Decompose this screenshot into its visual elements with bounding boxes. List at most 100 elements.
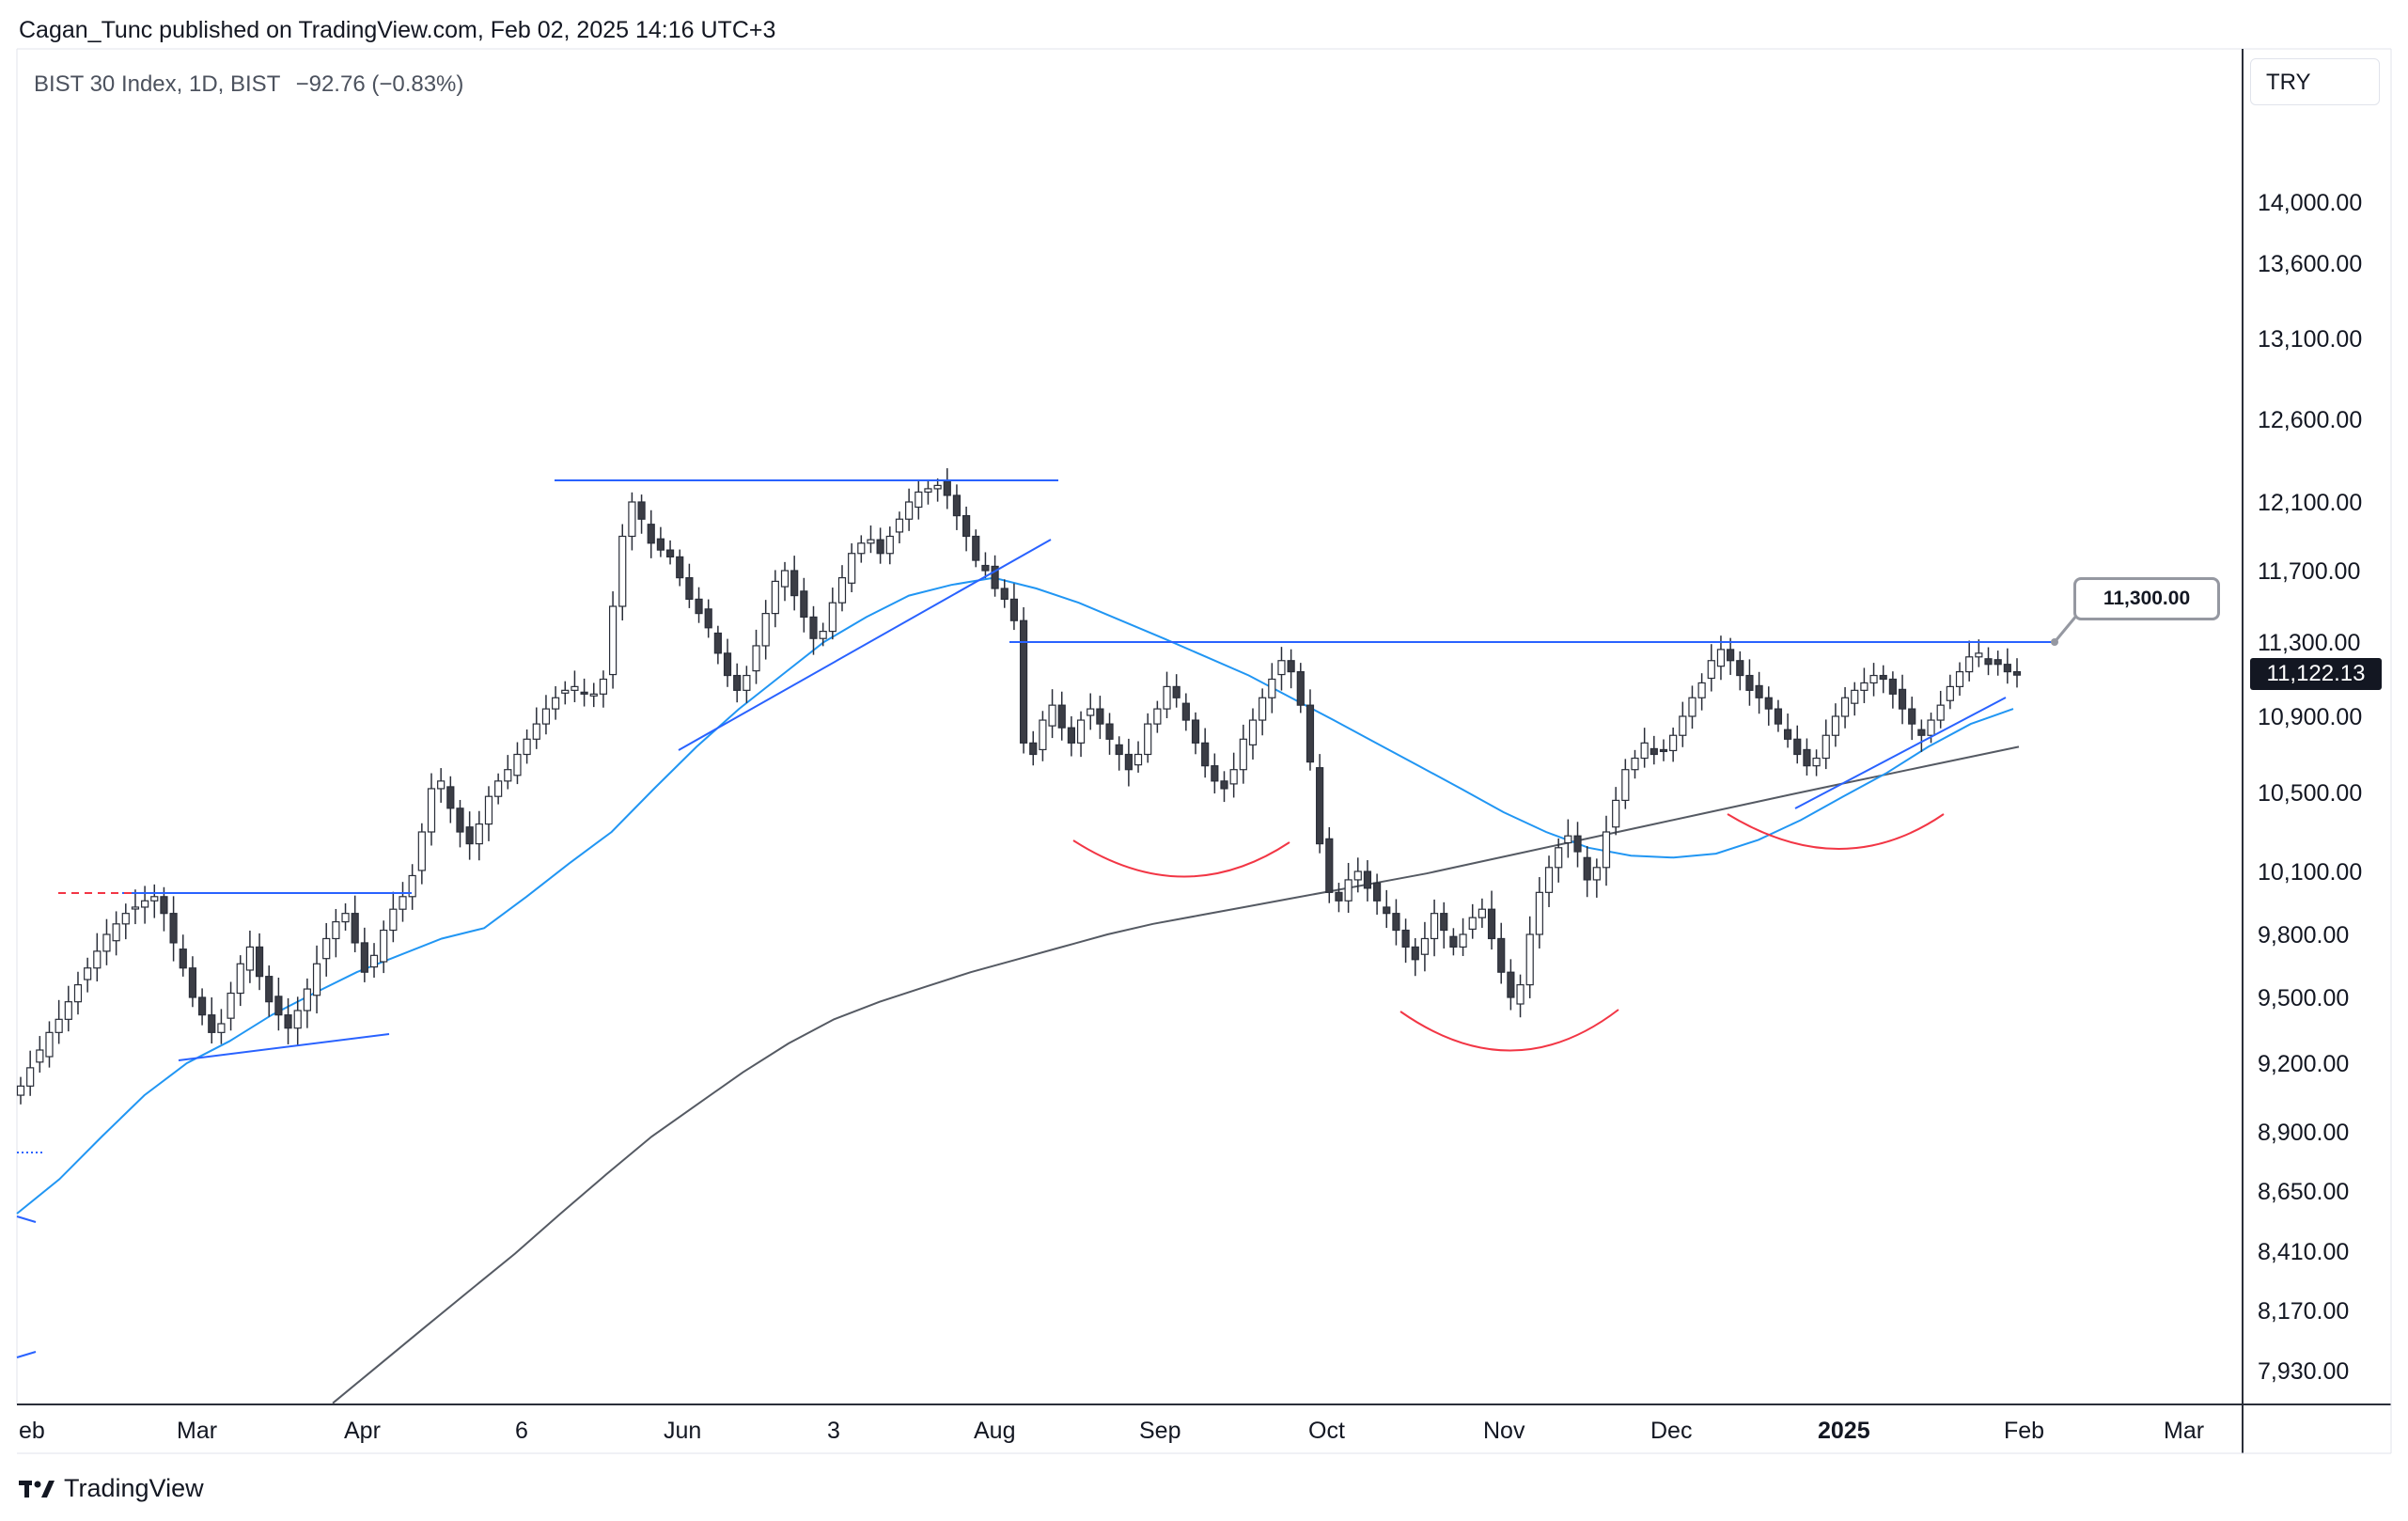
- candle-body: [800, 590, 808, 618]
- candle-body: [1048, 704, 1056, 727]
- arc-head[interactable]: [1399, 1009, 1619, 1052]
- candle-body: [1000, 588, 1009, 600]
- y-tick-label: 10,500.00: [2258, 780, 2362, 807]
- candle-body: [952, 494, 962, 517]
- candle-body: [656, 538, 665, 551]
- candle-body: [36, 1049, 44, 1063]
- candle-body: [1191, 719, 1200, 744]
- candle-body: [1029, 742, 1038, 756]
- candle-body: [771, 580, 779, 615]
- x-tick-label: Mar: [2164, 1418, 2204, 1444]
- candle-body: [1994, 659, 2002, 666]
- candle-body: [1401, 929, 1410, 948]
- candle-body: [1363, 870, 1372, 889]
- candle-body: [1975, 652, 1983, 658]
- x-tick-label: Mar: [177, 1418, 217, 1444]
- candle-body: [1783, 729, 1792, 740]
- trendline-1[interactable]: [178, 1033, 390, 1061]
- candle-body: [1201, 742, 1210, 767]
- candle-body: [790, 570, 799, 597]
- candle-body: [1840, 697, 1850, 717]
- currency-selector[interactable]: TRY: [2250, 58, 2380, 105]
- candle-body: [1229, 769, 1238, 785]
- candle-body: [552, 697, 560, 710]
- candle-body: [437, 780, 446, 790]
- candle-body: [1716, 649, 1726, 667]
- trendline-2[interactable]: [678, 539, 1052, 751]
- candle-body: [73, 983, 83, 1003]
- candle-body: [1592, 867, 1601, 881]
- drawings[interactable]: [16, 479, 2079, 1358]
- candle-body: [494, 780, 503, 797]
- candle-body: [369, 954, 379, 968]
- ma-long-line: [332, 745, 2020, 1404]
- candle-body: [704, 608, 712, 629]
- candle-body: [1316, 767, 1324, 845]
- candle-body: [150, 896, 159, 902]
- candle-body: [1487, 908, 1496, 940]
- candle-body: [752, 645, 760, 672]
- candle-body: [580, 691, 588, 695]
- symbol-legend[interactable]: BIST 30 Index, 1D, BIST −92.76 (−0.83%): [34, 71, 463, 98]
- y-tick-label: 8,170.00: [2258, 1298, 2349, 1325]
- candle-body: [1936, 704, 1945, 721]
- candle-body: [848, 553, 856, 584]
- candle-body: [1306, 704, 1315, 763]
- candle-body: [1383, 906, 1391, 915]
- y-tick-label: 12,600.00: [2258, 407, 2362, 433]
- candle-body: [532, 723, 540, 740]
- candle-body: [1507, 971, 1515, 998]
- candle-body: [1535, 891, 1543, 935]
- candles-series: [16, 468, 2022, 1105]
- candle-body: [1430, 913, 1439, 940]
- candle-body: [417, 831, 426, 871]
- trendline-3[interactable]: [1794, 697, 2007, 809]
- candle-body: [1353, 870, 1362, 881]
- candle-body: [1544, 867, 1554, 893]
- candle-body: [484, 795, 493, 825]
- candle-body: [541, 708, 551, 725]
- candle-body: [427, 788, 436, 833]
- candle-body: [1335, 891, 1343, 902]
- y-tick-label: 9,500.00: [2258, 985, 2349, 1011]
- candle-body: [1296, 670, 1305, 706]
- x-tick-label: Feb: [2004, 1418, 2044, 1444]
- arc-right-shoulder[interactable]: [1727, 813, 1945, 850]
- candle-body: [924, 488, 932, 494]
- candle-body: [1822, 734, 1830, 760]
- x-tick-label: 2025: [1818, 1418, 1870, 1444]
- candle-body: [217, 1023, 226, 1033]
- candle-body: [962, 514, 971, 538]
- candle-body: [1277, 660, 1286, 676]
- candle-body: [1555, 847, 1563, 869]
- legend-change: −92.76 (−0.83%): [295, 71, 464, 97]
- y-tick-label: 10,100.00: [2258, 859, 2362, 886]
- y-tick-label: 8,900.00: [2258, 1120, 2349, 1146]
- callout-anchor[interactable]: [2051, 638, 2058, 646]
- arc-left-shoulder[interactable]: [1072, 839, 1290, 878]
- candle-body: [322, 937, 331, 960]
- candle-body: [1860, 682, 1869, 691]
- y-tick-label: 13,100.00: [2258, 326, 2362, 353]
- price-axis[interactable]: 14,000.00 13,600.00 13,100.00 12,600.00 12,1…: [2258, 190, 2362, 1385]
- candle-body: [227, 992, 235, 1019]
- candle-body: [1153, 708, 1162, 725]
- candle-body: [867, 539, 875, 544]
- candle-body: [236, 963, 244, 995]
- legend-symbol: BIST 30 Index, 1D, BIST: [34, 71, 280, 97]
- candle-body: [809, 616, 818, 639]
- candle-body: [695, 598, 703, 615]
- x-tick-label: eb: [19, 1418, 45, 1444]
- candle-body: [197, 996, 207, 1016]
- tradingview-brand[interactable]: TradingView: [19, 1474, 204, 1503]
- time-axis[interactable]: eb Mar Apr 6 Jun 3 Aug Sep Oct Nov Dec 2025 Feb Mar: [19, 1418, 2204, 1444]
- candle-body: [1612, 799, 1620, 828]
- candle-body: [1516, 983, 1525, 1005]
- ma-long-series: [332, 745, 2020, 1404]
- candle-body: [1220, 780, 1228, 790]
- ma-short-series: [16, 576, 2014, 1215]
- callout-label[interactable]: 11,300.00: [2073, 577, 2220, 620]
- candle-body: [723, 652, 732, 677]
- candle-body: [446, 786, 455, 809]
